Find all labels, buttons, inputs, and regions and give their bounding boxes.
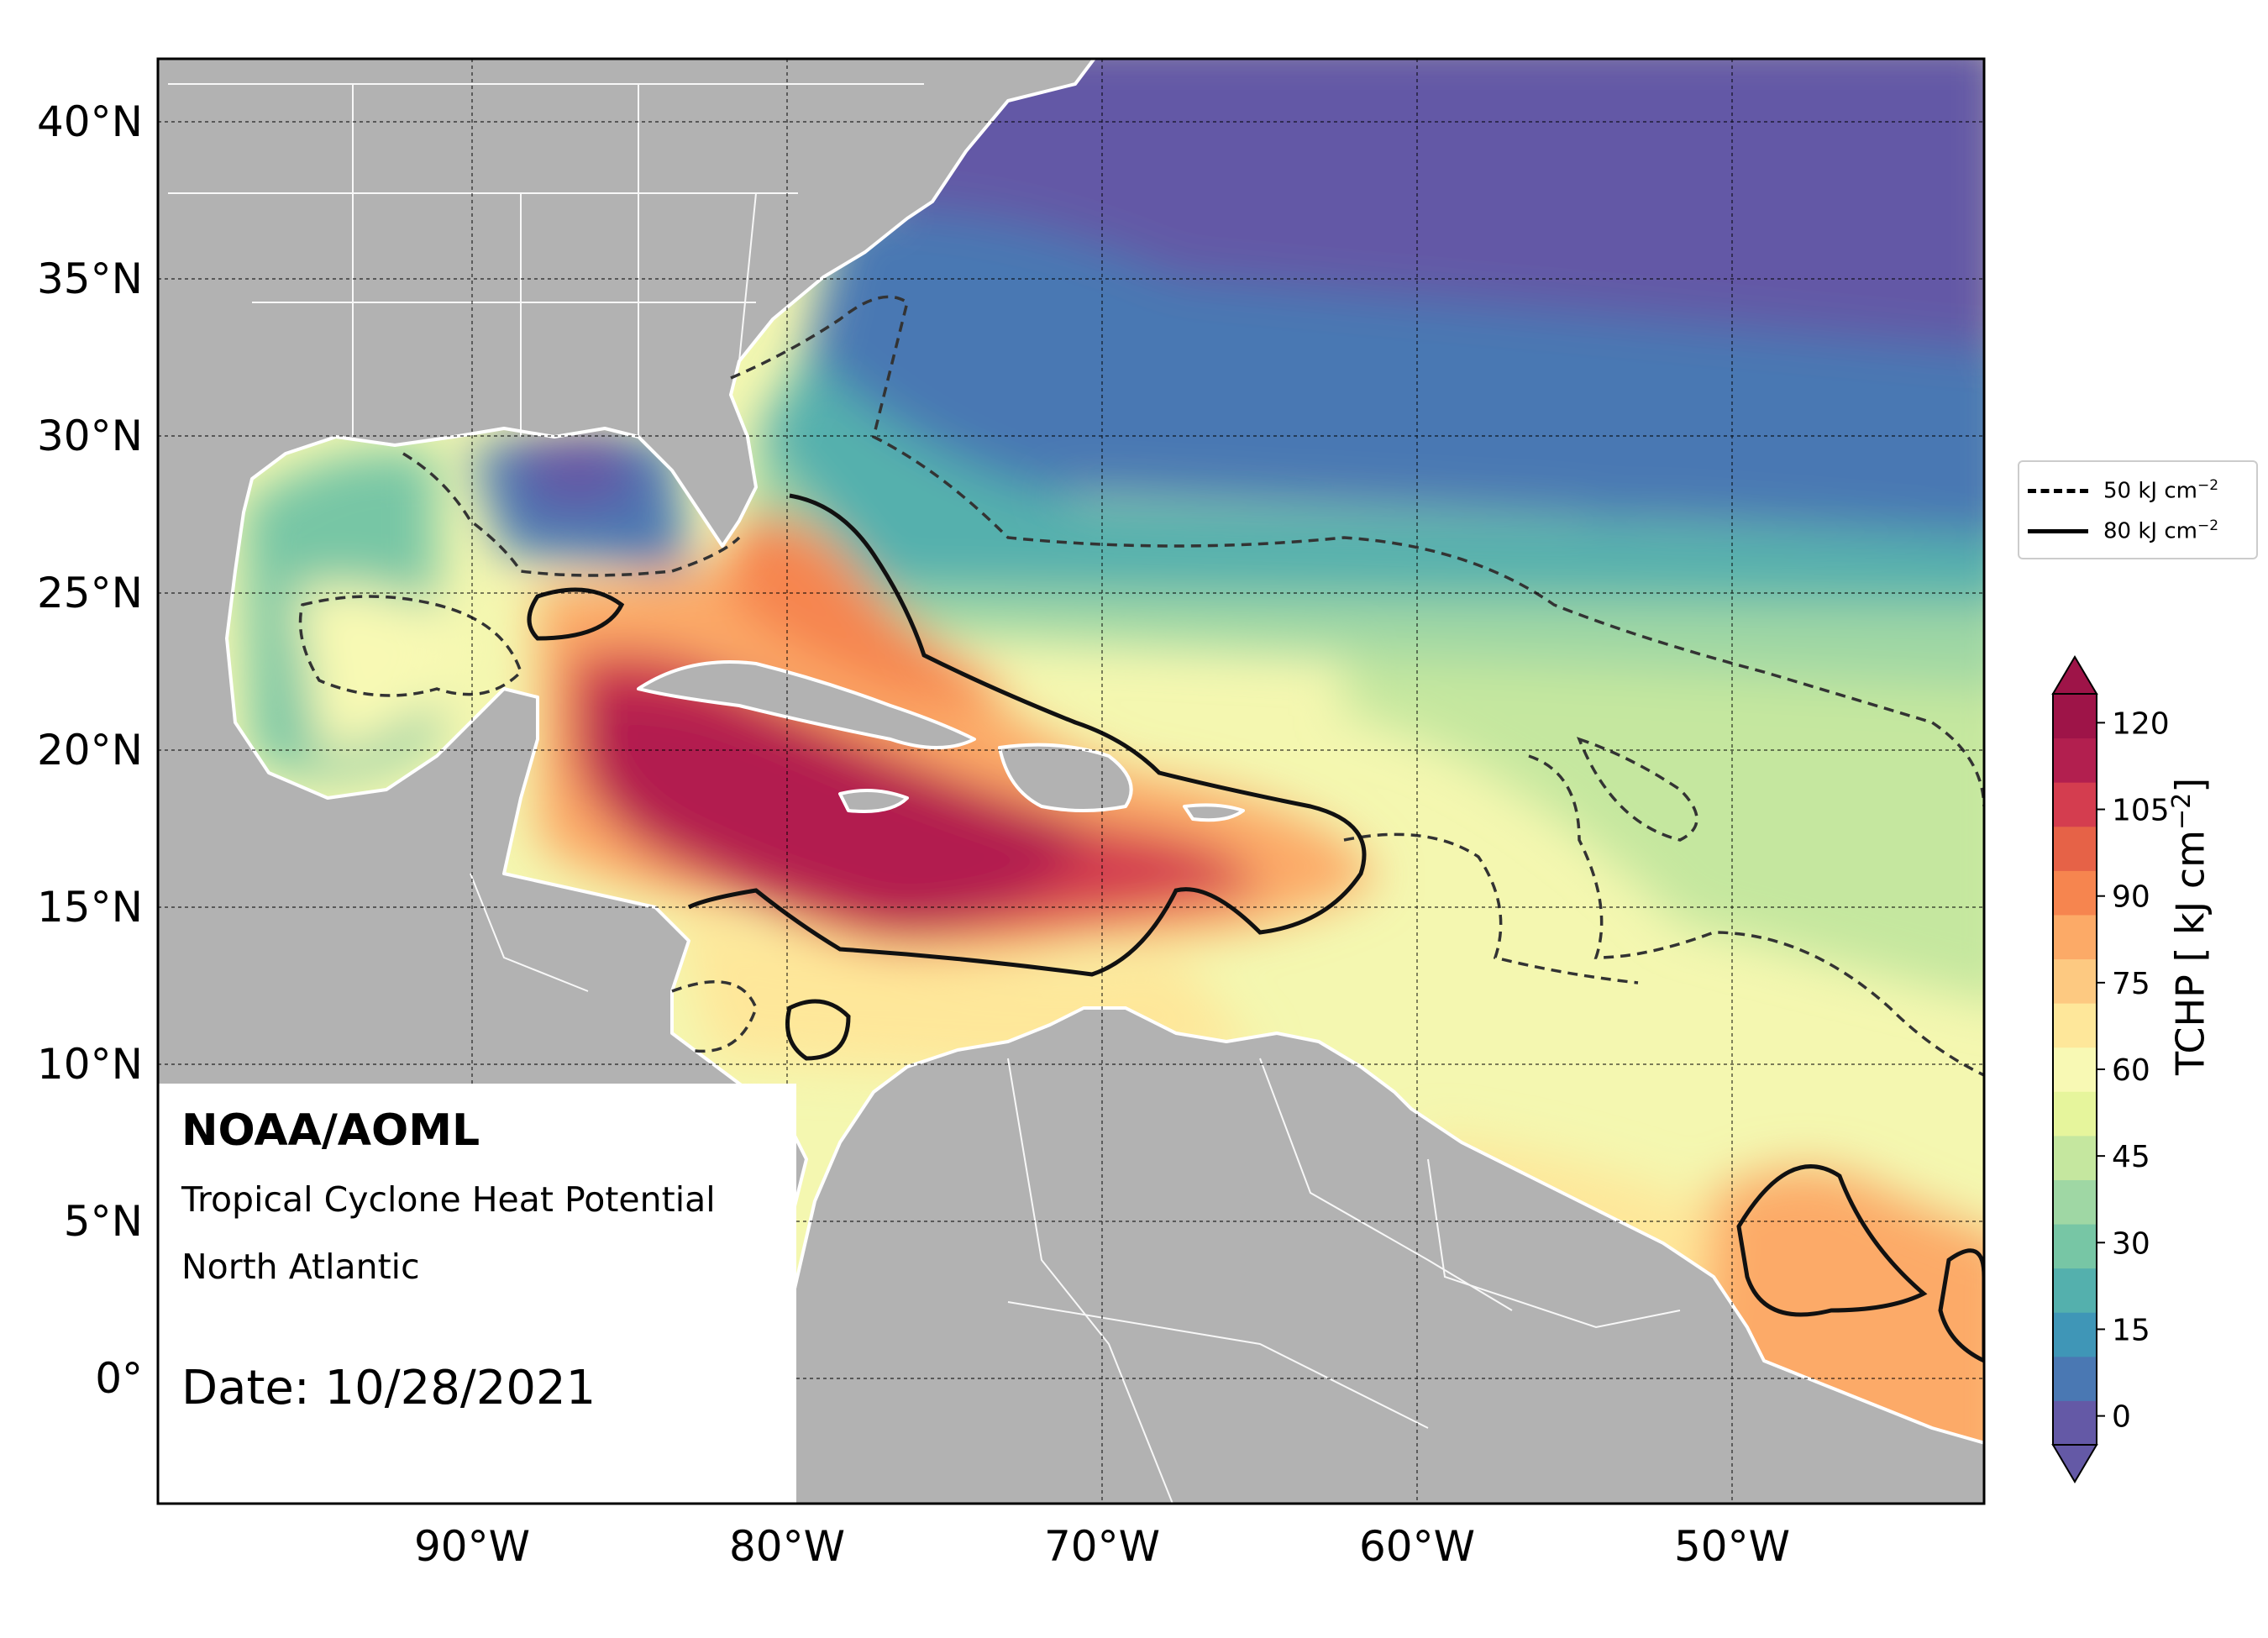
colorbar-segment bbox=[2053, 1356, 2097, 1401]
lon-label: 90°W bbox=[414, 1522, 530, 1571]
lat-label: 15°N bbox=[37, 883, 143, 932]
colorbar-tick-label: 60 bbox=[2112, 1053, 2150, 1088]
legend-item-80: 80 kJ cm−2 bbox=[2028, 514, 2218, 548]
colorbar-segment bbox=[2053, 958, 2097, 1004]
colorbar-tick-label: 75 bbox=[2112, 967, 2150, 1001]
colorbar-segment bbox=[2053, 826, 2097, 871]
date-label: Date: 10/28/2021 bbox=[181, 1361, 596, 1415]
lon-label: 60°W bbox=[1359, 1522, 1475, 1571]
colorbar-segments bbox=[2053, 694, 2097, 1446]
map-area bbox=[158, 59, 1984, 1504]
solid-line-swatch bbox=[2028, 528, 2088, 533]
political-borders bbox=[168, 83, 1681, 1504]
colorbar-tick-label: 30 bbox=[2112, 1226, 2150, 1261]
tchp-field bbox=[244, 59, 1984, 1495]
gridlines bbox=[158, 59, 1984, 1504]
colorbar-tick-label: 15 bbox=[2112, 1313, 2150, 1347]
latitude-labels: 40°N 35°N 30°N 25°N 20°N 15°N 10°N 5°N 0… bbox=[37, 97, 143, 1403]
colorbar-segment bbox=[2053, 1003, 2097, 1048]
colorbar-tick-label: 105 bbox=[2112, 794, 2170, 828]
contour-legend: 50 kJ cm−2 80 kJ cm−2 bbox=[2018, 460, 2258, 559]
colorbar: 120 105 90 75 60 45 30 15 0 bbox=[2051, 655, 2170, 1483]
colorbar-title: TCHP [ kJ cm−2] bbox=[2167, 777, 2213, 1075]
lat-label: 10°N bbox=[37, 1040, 143, 1089]
contour-50 bbox=[298, 295, 1984, 1077]
product-name: Tropical Cyclone Heat Potential bbox=[181, 1179, 716, 1220]
colorbar-ticks: 120 105 90 75 60 45 30 15 0 bbox=[2097, 706, 2170, 1435]
longitude-labels: 90°W 80°W 70°W 60°W 50°W bbox=[414, 1522, 1790, 1571]
region-name: North Atlantic bbox=[181, 1247, 420, 1287]
legend-label-50: 50 kJ cm−2 bbox=[2103, 477, 2219, 504]
lat-label: 20°N bbox=[37, 726, 143, 774]
colorbar-min-extension bbox=[2051, 1444, 2098, 1483]
colorbar-segment bbox=[2053, 914, 2097, 960]
lat-label: 0° bbox=[95, 1354, 143, 1403]
colorbar-segment bbox=[2053, 870, 2097, 916]
colorbar-segment bbox=[2053, 1312, 2097, 1357]
lat-label: 35°N bbox=[37, 255, 143, 303]
colorbar-segment bbox=[2053, 1400, 2097, 1446]
colorbar-segment bbox=[2053, 738, 2097, 783]
colorbar-segment bbox=[2053, 1224, 2097, 1269]
lat-label: 25°N bbox=[37, 569, 143, 617]
lat-label: 30°N bbox=[37, 412, 143, 460]
lon-label: 80°W bbox=[729, 1522, 845, 1571]
organization-label: NOAA/AOML bbox=[181, 1105, 480, 1156]
colorbar-segment bbox=[2053, 1091, 2097, 1137]
colorbar-segment bbox=[2053, 1179, 2097, 1225]
colorbar-tick-label: 120 bbox=[2112, 706, 2170, 741]
colorbar-segment bbox=[2053, 1268, 2097, 1313]
colorbar-segment bbox=[2053, 782, 2097, 827]
map-frame bbox=[156, 57, 1986, 1505]
lon-label: 50°W bbox=[1674, 1522, 1790, 1571]
colorbar-tick-label: 90 bbox=[2112, 880, 2150, 915]
colorbar-max-extension bbox=[2051, 655, 2098, 695]
legend-label-80: 80 kJ cm−2 bbox=[2103, 517, 2219, 544]
lat-label: 5°N bbox=[64, 1197, 143, 1246]
dashed-line-swatch bbox=[2028, 488, 2088, 493]
lat-label: 40°N bbox=[37, 97, 143, 146]
lon-label: 70°W bbox=[1044, 1522, 1160, 1571]
colorbar-segment bbox=[2053, 1047, 2097, 1092]
info-panel bbox=[158, 1084, 796, 1504]
colorbar-tick-label: 45 bbox=[2112, 1140, 2150, 1174]
contour-80 bbox=[527, 493, 1984, 1363]
legend-item-50: 50 kJ cm−2 bbox=[2028, 474, 2218, 507]
colorbar-segment bbox=[2053, 1135, 2097, 1180]
colorbar-tick-label: 0 bbox=[2112, 1400, 2131, 1435]
colorbar-segment bbox=[2053, 694, 2097, 739]
